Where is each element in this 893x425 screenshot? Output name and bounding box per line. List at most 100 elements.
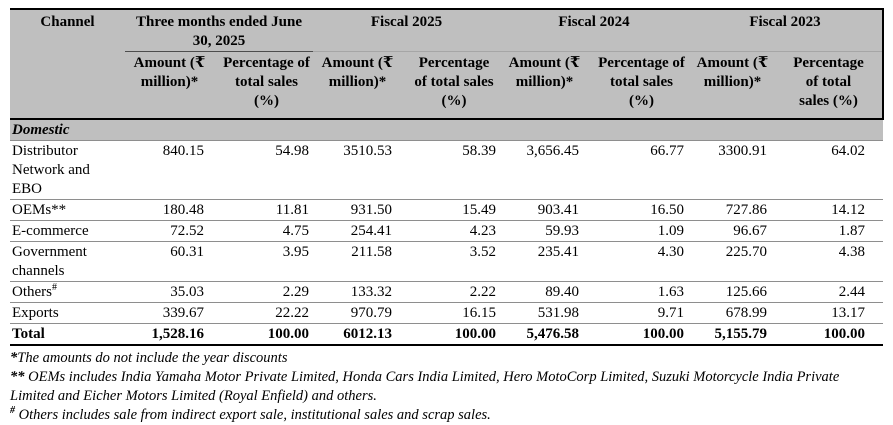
group-header-fiscal-2025: Fiscal 2025 bbox=[313, 8, 500, 52]
group-header-fiscal-2024: Fiscal 2024 bbox=[500, 8, 688, 52]
percent-cell: 100.00 bbox=[595, 323, 688, 346]
channel-cell: Government channels bbox=[10, 241, 125, 282]
percent-cell: 4.30 bbox=[595, 241, 688, 282]
percent-cell: 2.29 bbox=[220, 281, 313, 303]
amount-cell: 531.98 bbox=[500, 302, 595, 324]
table-row-total: Total 1,528.16 100.00 6012.13 100.00 5,4… bbox=[10, 323, 883, 346]
amount-cell: 970.79 bbox=[313, 302, 408, 324]
channel-cell: E-commerce bbox=[10, 220, 125, 242]
group-header-three-months: Three months ended June 30, 2025 bbox=[125, 8, 313, 52]
percent-cell: 4.38 bbox=[783, 241, 883, 282]
amount-cell: 125.66 bbox=[688, 281, 783, 303]
footnote-text: OEMs includes India Yamaha Motor Private… bbox=[10, 369, 840, 404]
amount-cell: 931.50 bbox=[313, 199, 408, 221]
footnote-text: Others includes sale from indirect expor… bbox=[15, 407, 491, 423]
table-row-oems: OEMs** 180.48 11.81 931.50 15.49 903.41 … bbox=[10, 199, 883, 221]
amount-cell: 6012.13 bbox=[313, 323, 408, 346]
amount-header-fy23: Amount (₹ million)* bbox=[688, 51, 783, 120]
percent-cell: 22.22 bbox=[220, 302, 313, 324]
amount-header-fy25: Amount (₹ million)* bbox=[313, 51, 408, 120]
channel-cell: Others# bbox=[10, 281, 125, 303]
amount-cell: 35.03 bbox=[125, 281, 220, 303]
percent-header-fy25: Percentage of total sales (%) bbox=[408, 51, 500, 120]
percent-cell: 2.44 bbox=[783, 281, 883, 303]
table-row-distributor: Distributor Network and EBO 840.15 54.98… bbox=[10, 140, 883, 200]
percent-cell: 14.12 bbox=[783, 199, 883, 221]
percent-cell: 66.77 bbox=[595, 140, 688, 200]
percent-cell: 13.17 bbox=[783, 302, 883, 324]
percent-cell: 64.02 bbox=[783, 140, 883, 200]
table-body: Domestic Distributor Network and EBO 840… bbox=[10, 119, 883, 346]
amount-cell: 678.99 bbox=[688, 302, 783, 324]
channel-cell: Distributor Network and EBO bbox=[10, 140, 125, 200]
table-row-government: Government channels 60.31 3.95 211.58 3.… bbox=[10, 241, 883, 282]
percent-cell: 15.49 bbox=[408, 199, 500, 221]
percent-cell: 16.50 bbox=[595, 199, 688, 221]
amount-cell: 254.41 bbox=[313, 220, 408, 242]
amount-cell: 96.67 bbox=[688, 220, 783, 242]
percent-header-fy23: Percentage of total sales (%) bbox=[783, 51, 884, 120]
sales-channel-table: Channel Three months ended June 30, 2025… bbox=[10, 8, 884, 346]
percent-cell: 9.71 bbox=[595, 302, 688, 324]
section-row-domestic: Domestic bbox=[10, 119, 883, 141]
channel-cell: Exports bbox=[10, 302, 125, 324]
percent-cell: 1.09 bbox=[595, 220, 688, 242]
amount-header-q1: Amount (₹ million)* bbox=[125, 51, 220, 120]
table-row-exports: Exports 339.67 22.22 970.79 16.15 531.98… bbox=[10, 302, 883, 324]
percent-cell: 3.95 bbox=[220, 241, 313, 282]
footnote-marker: ** bbox=[10, 369, 25, 385]
percent-header-q1: Percentage of total sales (%) bbox=[220, 51, 313, 120]
amount-cell: 5,476.58 bbox=[500, 323, 595, 346]
header-group-row: Channel Three months ended June 30, 2025… bbox=[10, 8, 884, 120]
header-sub-row: Amount (₹ million)* Percentage of total … bbox=[10, 51, 884, 120]
others-footnote-marker: # bbox=[52, 282, 57, 293]
footnotes: *The amounts do not include the year dis… bbox=[10, 349, 883, 425]
percent-header-fy24: Percentage of total sales (%) bbox=[595, 51, 688, 120]
amount-cell: 225.70 bbox=[688, 241, 783, 282]
amount-cell: 180.48 bbox=[125, 199, 220, 221]
percent-cell: 4.75 bbox=[220, 220, 313, 242]
footnote-oems: ** OEMs includes India Yamaha Motor Priv… bbox=[10, 368, 883, 406]
percent-cell: 1.87 bbox=[783, 220, 883, 242]
amount-cell: 235.41 bbox=[500, 241, 595, 282]
percent-cell: 100.00 bbox=[220, 323, 313, 346]
amount-cell: 3,656.45 bbox=[500, 140, 595, 200]
percent-cell: 100.00 bbox=[783, 323, 883, 346]
amount-cell: 339.67 bbox=[125, 302, 220, 324]
footnote-discounts: *The amounts do not include the year dis… bbox=[10, 349, 883, 368]
footnote-others: # Others includes sale from indirect exp… bbox=[10, 406, 883, 425]
amount-cell: 3300.91 bbox=[688, 140, 783, 200]
percent-cell: 3.52 bbox=[408, 241, 500, 282]
amount-cell: 211.58 bbox=[313, 241, 408, 282]
amount-cell: 903.41 bbox=[500, 199, 595, 221]
table-header: Channel Three months ended June 30, 2025… bbox=[10, 8, 884, 120]
percent-cell: 4.23 bbox=[408, 220, 500, 242]
amount-cell: 1,528.16 bbox=[125, 323, 220, 346]
amount-header-fy24: Amount (₹ million)* bbox=[500, 51, 595, 120]
channel-column-header: Channel bbox=[10, 8, 125, 120]
percent-cell: 54.98 bbox=[220, 140, 313, 200]
amount-cell: 72.52 bbox=[125, 220, 220, 242]
percent-cell: 11.81 bbox=[220, 199, 313, 221]
percent-cell: 16.15 bbox=[408, 302, 500, 324]
percent-cell: 58.39 bbox=[408, 140, 500, 200]
channel-cell: OEMs** bbox=[10, 199, 125, 221]
group-header-fiscal-2023: Fiscal 2023 bbox=[688, 8, 884, 52]
section-label: Domestic bbox=[10, 119, 883, 141]
amount-cell: 133.32 bbox=[313, 281, 408, 303]
amount-cell: 840.15 bbox=[125, 140, 220, 200]
amount-cell: 5,155.79 bbox=[688, 323, 783, 346]
amount-cell: 727.86 bbox=[688, 199, 783, 221]
amount-cell: 59.93 bbox=[500, 220, 595, 242]
percent-cell: 1.63 bbox=[595, 281, 688, 303]
table-row-ecommerce: E-commerce 72.52 4.75 254.41 4.23 59.93 … bbox=[10, 220, 883, 242]
percent-cell: 2.22 bbox=[408, 281, 500, 303]
footnote-text: The amounts do not include the year disc… bbox=[17, 350, 288, 366]
footnote-marker: * bbox=[10, 350, 18, 366]
table-row-others: Others# 35.03 2.29 133.32 2.22 89.40 1.6… bbox=[10, 281, 883, 303]
percent-cell: 100.00 bbox=[408, 323, 500, 346]
amount-cell: 60.31 bbox=[125, 241, 220, 282]
amount-cell: 89.40 bbox=[500, 281, 595, 303]
channel-cell: Total bbox=[10, 323, 125, 346]
